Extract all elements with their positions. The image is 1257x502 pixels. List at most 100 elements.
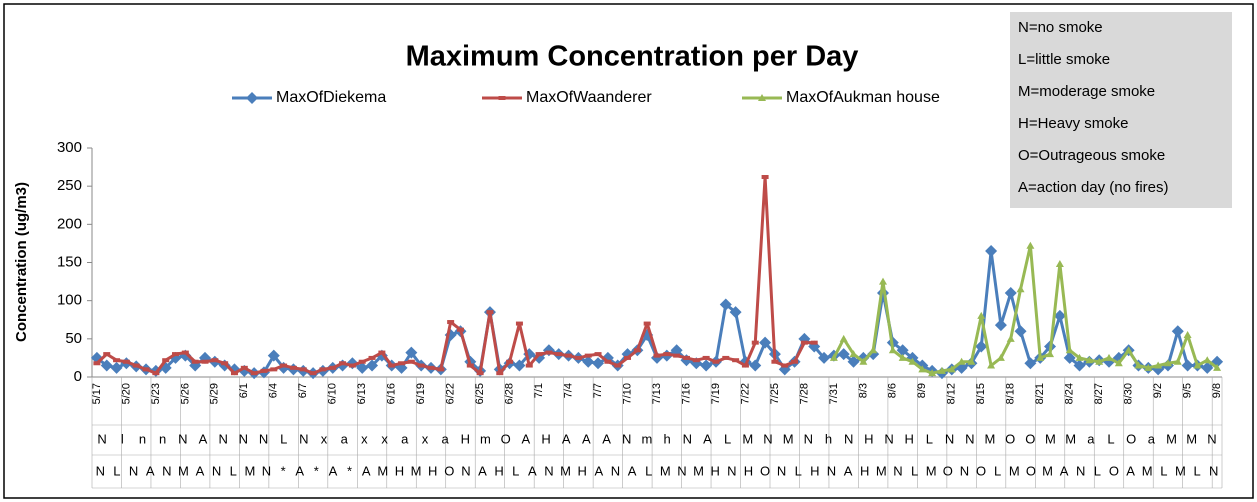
smoke-code: m [480,431,491,446]
point [928,369,937,377]
smoke-code: L [795,463,802,478]
note: N=no smoke [1018,19,1103,36]
smoke-code: a [442,431,450,446]
y-tick-label: 50 [65,330,82,347]
point [181,350,189,355]
point [1053,309,1066,322]
point [1055,260,1064,268]
point [1046,350,1055,358]
point [722,355,730,360]
point [1016,285,1025,293]
point [1085,356,1094,364]
smoke-code: N [884,431,893,446]
smoke-code: M [985,431,996,446]
smoke-code: L [645,463,652,478]
x-tick-label: 7/28 [798,383,810,404]
point [700,359,713,372]
smoke-code: M [411,463,422,478]
note: H=Heavy smoke [1018,115,1128,132]
x-tick-label: 6/7 [297,383,309,398]
point [1154,361,1163,369]
smoke-code: n [159,431,166,446]
point [476,371,484,376]
smoke-code: A [1060,463,1069,478]
point [771,359,779,364]
point [604,359,612,364]
y-tick-label: 150 [57,253,82,270]
point [1036,353,1045,361]
smoke-code: M [1042,463,1053,478]
smoke-code: L [230,463,237,478]
smoke-code: M [1009,463,1020,478]
smoke-code: M [660,463,671,478]
point [250,371,258,376]
smoke-code: M [742,431,753,446]
point [947,365,956,373]
x-tick-label: 6/16 [386,383,398,404]
x-tick-label: 8/15 [975,383,987,404]
point [191,359,199,364]
x-tick-label: 5/20 [120,383,132,404]
x-tick-label: 8/27 [1093,383,1105,404]
smoke-code: N [844,431,853,446]
x-tick-label: 7/31 [828,383,840,404]
point [113,358,121,363]
point [751,340,759,345]
smoke-code: H [905,431,914,446]
smoke-code: N [299,431,308,446]
point [791,359,799,364]
point [749,359,762,372]
point [515,321,523,326]
x-tick-label: 6/22 [445,383,457,404]
point [781,363,789,368]
smoke-code: * [314,463,319,478]
point [692,358,700,363]
x-tick-label: 8/24 [1064,383,1076,404]
point [417,363,425,368]
y-tick-label: 250 [57,177,82,194]
smoke-code: n [139,431,146,446]
point [1065,346,1074,354]
point [132,363,140,368]
point [405,346,418,359]
point [624,355,632,360]
point [1004,287,1017,300]
smoke-code: O [1026,463,1036,478]
smoke-code: A [295,463,304,478]
point [122,359,130,364]
x-tick-label: 7/4 [562,383,574,398]
smoke-code: N [677,463,686,478]
point [741,363,749,368]
smoke-code: A [844,463,853,478]
point [800,340,808,345]
x-tick-label: 6/28 [504,383,516,404]
point [309,371,317,376]
smoke-code: A [146,463,155,478]
point [975,340,988,353]
point [525,363,533,368]
point [987,361,996,369]
smoke-code: M [926,463,937,478]
point [985,245,998,258]
smoke-code: A [582,431,591,446]
point [829,353,838,361]
smoke-code: H [494,463,503,478]
smoke-code: M [1175,463,1186,478]
smoke-code: M [876,463,887,478]
point [810,340,818,345]
smoke-code: H [541,431,550,446]
point [240,365,248,370]
smoke-code: N [262,463,271,478]
smoke-code: N [1209,463,1218,478]
note: L=little smoke [1018,51,1110,68]
x-tick-label: 6/1 [238,383,250,398]
legend-marker [246,92,258,104]
smoke-code: * [347,463,352,478]
x-tick-label: 8/21 [1034,383,1046,404]
smoke-code: N [965,431,974,446]
smoke-code: N [461,463,470,478]
smoke-code: N [259,431,268,446]
smoke-code: N [1207,431,1216,446]
smoke-code: H [810,463,819,478]
smoke-code: N [96,463,105,478]
